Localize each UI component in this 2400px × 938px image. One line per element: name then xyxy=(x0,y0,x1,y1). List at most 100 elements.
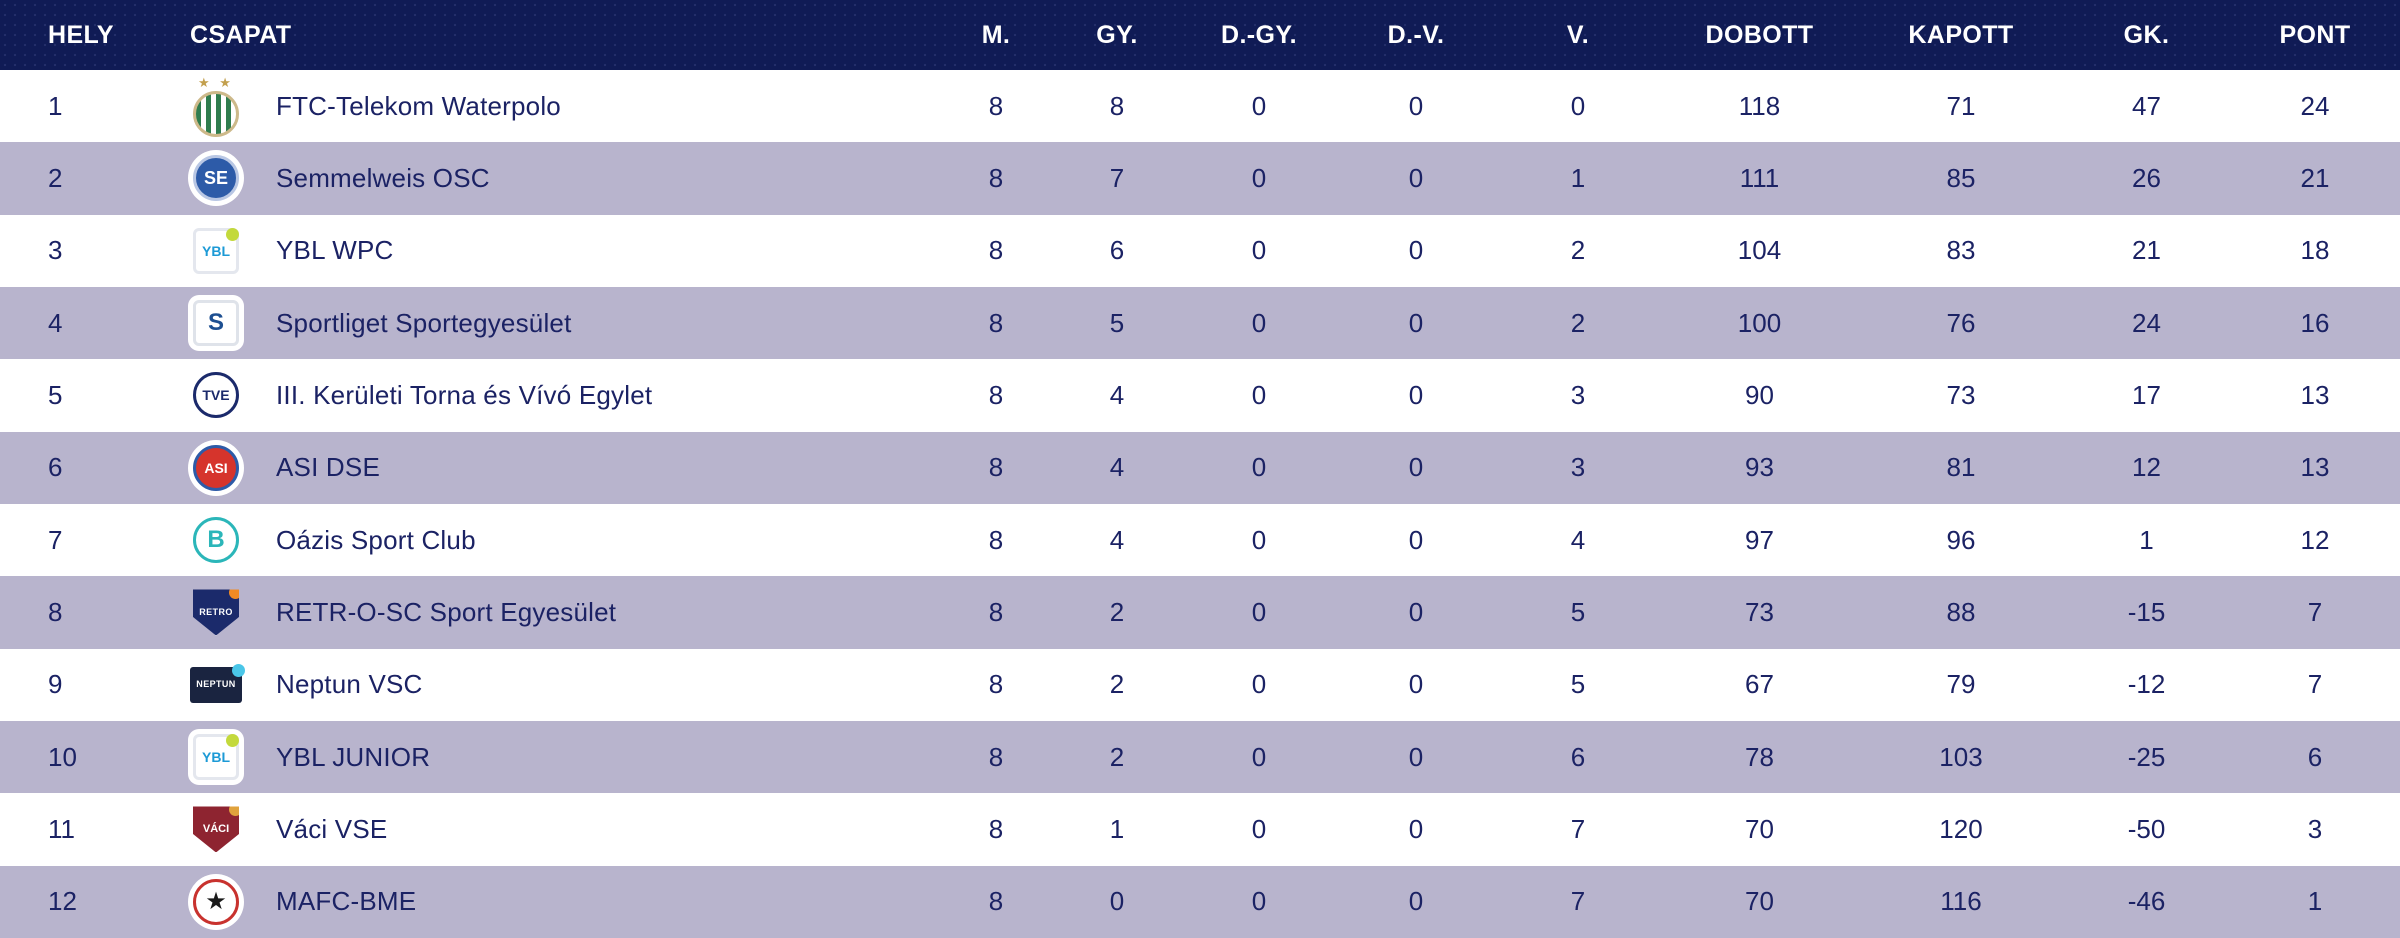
stat-goals-for: 70 xyxy=(1745,813,1774,844)
team-logo: TVE xyxy=(190,372,242,419)
table-row[interactable]: 8 RETRO RETR-O-SC Sport Egyesület 8 2 0 … xyxy=(0,576,2400,649)
stat-draw-wins: 0 xyxy=(1251,235,1267,266)
table-row[interactable]: 10 YBL YBL JUNIOR 8 2 0 0 6 78 103 -25 6 xyxy=(0,720,2400,794)
rank-cell: 9 xyxy=(48,669,63,700)
header-hely: HELY xyxy=(48,20,114,49)
team-name: Oázis Sport Club xyxy=(276,524,476,555)
stat-wins: 6 xyxy=(1109,235,1125,266)
team-cell: VÁCI Váci VSE xyxy=(106,806,940,853)
stat-matches: 8 xyxy=(988,524,1004,555)
stat-goals-for: 100 xyxy=(1737,307,1782,338)
team-logo: SE xyxy=(190,155,242,202)
stat-losses: 6 xyxy=(1570,741,1586,772)
rank-cell: 3 xyxy=(48,235,63,266)
stat-goals-against: 88 xyxy=(1946,596,1976,627)
stat-goals-against: 76 xyxy=(1946,307,1976,338)
table-row[interactable]: 12 ★ MAFC-BME 8 0 0 0 7 70 116 -46 1 xyxy=(0,865,2400,938)
stat-draw-wins: 0 xyxy=(1251,813,1267,844)
header-kapott: KAPOTT xyxy=(1908,20,2014,49)
stat-points: 7 xyxy=(2307,669,2323,700)
team-name: RETR-O-SC Sport Egyesület xyxy=(276,596,617,627)
stat-goals-against: 81 xyxy=(1946,452,1976,483)
stat-wins: 0 xyxy=(1109,886,1125,917)
stat-wins: 7 xyxy=(1109,162,1125,193)
stat-losses: 4 xyxy=(1570,524,1586,555)
header-csapat: CSAPAT xyxy=(190,20,292,49)
stat-draw-losses: 0 xyxy=(1408,379,1424,410)
team-logo: B xyxy=(190,517,242,564)
stat-matches: 8 xyxy=(988,452,1004,483)
stat-losses: 5 xyxy=(1570,596,1586,627)
rank-cell: 6 xyxy=(48,452,63,483)
team-logo: YBL xyxy=(190,734,242,781)
stat-draw-wins: 0 xyxy=(1251,669,1267,700)
team-name: YBL WPC xyxy=(276,235,394,266)
team-logo: ★ xyxy=(190,878,242,925)
rank-cell: 10 xyxy=(48,741,77,772)
stat-matches: 8 xyxy=(988,235,1004,266)
team-name: ASI DSE xyxy=(276,452,380,483)
rank-cell: 5 xyxy=(48,379,63,410)
stat-goals-for: 93 xyxy=(1745,452,1774,483)
stat-losses: 0 xyxy=(1570,90,1586,121)
stat-matches: 8 xyxy=(988,90,1004,121)
stat-draw-losses: 0 xyxy=(1408,741,1424,772)
table-row[interactable]: 1 ★ ★ FTC-Telekom Waterpolo 8 8 0 0 0 11… xyxy=(0,70,2400,143)
stat-draw-wins: 0 xyxy=(1251,596,1267,627)
team-name: YBL JUNIOR xyxy=(276,741,431,772)
team-cell: YBL YBL JUNIOR xyxy=(106,734,940,781)
stat-goal-diff: -46 xyxy=(2127,886,2166,917)
stat-goal-diff: 17 xyxy=(2132,379,2161,410)
star-icons: ★ ★ xyxy=(198,74,234,90)
stat-wins: 2 xyxy=(1109,741,1125,772)
stat-points: 18 xyxy=(2300,235,2330,266)
table-row[interactable]: 2 SE Semmelweis OSC 8 7 0 0 1 111 85 26 … xyxy=(0,142,2400,215)
stat-goals-for: 70 xyxy=(1745,886,1774,917)
stat-losses: 5 xyxy=(1570,669,1586,700)
vaci-vse-crest: VÁCI xyxy=(193,806,239,853)
ybl-junior-crest: YBL xyxy=(193,734,239,781)
rank-cell: 1 xyxy=(48,90,63,121)
stat-draw-losses: 0 xyxy=(1408,596,1424,627)
stat-losses: 7 xyxy=(1570,813,1586,844)
stat-matches: 8 xyxy=(988,307,1004,338)
table-header-row: HELY CSAPAT M. GY. D.-GY. D.-V. V. DOBOT… xyxy=(0,0,2400,70)
team-logo: ★ ★ xyxy=(190,76,242,137)
stat-goal-diff: -15 xyxy=(2127,596,2166,627)
stat-draw-losses: 0 xyxy=(1408,90,1424,121)
stat-matches: 8 xyxy=(988,886,1004,917)
stat-losses: 1 xyxy=(1570,162,1586,193)
stat-goals-for: 67 xyxy=(1745,669,1774,700)
stat-draw-wins: 0 xyxy=(1251,452,1267,483)
stat-wins: 4 xyxy=(1109,452,1125,483)
table-row[interactable]: 7 B Oázis Sport Club 8 4 0 0 4 97 96 1 1… xyxy=(0,503,2400,577)
stat-wins: 2 xyxy=(1109,669,1125,700)
team-logo: S xyxy=(190,300,242,347)
stat-losses: 3 xyxy=(1570,379,1586,410)
ball-icon xyxy=(229,589,239,600)
stat-goal-diff: -50 xyxy=(2127,813,2166,844)
header-pont: PONT xyxy=(2279,20,2351,49)
stat-draw-wins: 0 xyxy=(1251,741,1267,772)
stat-draw-wins: 0 xyxy=(1251,379,1267,410)
team-name: Sportliget Sportegyesület xyxy=(276,307,572,338)
team-name: FTC-Telekom Waterpolo xyxy=(276,90,561,121)
stat-goal-diff: 12 xyxy=(2132,452,2161,483)
team-cell: ★ MAFC-BME xyxy=(106,878,940,925)
header-gk: GK. xyxy=(2123,20,2170,49)
stat-draw-losses: 0 xyxy=(1408,307,1424,338)
table-row[interactable]: 3 YBL YBL WPC 8 6 0 0 2 104 83 21 18 xyxy=(0,214,2400,287)
semmelweis-osc-crest: SE xyxy=(193,155,239,202)
stat-goals-for: 78 xyxy=(1745,741,1774,772)
stat-draw-wins: 0 xyxy=(1251,307,1267,338)
table-row[interactable]: 6 ASI ASI DSE 8 4 0 0 3 93 81 12 13 xyxy=(0,431,2400,504)
team-logo: RETRO xyxy=(190,589,242,636)
table-row[interactable]: 9 NEPTUN Neptun VSC 8 2 0 0 5 67 79 -12 … xyxy=(0,648,2400,721)
table-row[interactable]: 4 S Sportliget Sportegyesület 8 5 0 0 2 … xyxy=(0,286,2400,360)
ball-icon xyxy=(226,734,239,748)
stat-points: 24 xyxy=(2300,90,2330,121)
table-row[interactable]: 5 TVE III. Kerületi Torna és Vívó Egylet… xyxy=(0,359,2400,432)
stat-matches: 8 xyxy=(988,813,1004,844)
table-row[interactable]: 11 VÁCI Váci VSE 8 1 0 0 7 70 120 -50 3 xyxy=(0,793,2400,866)
